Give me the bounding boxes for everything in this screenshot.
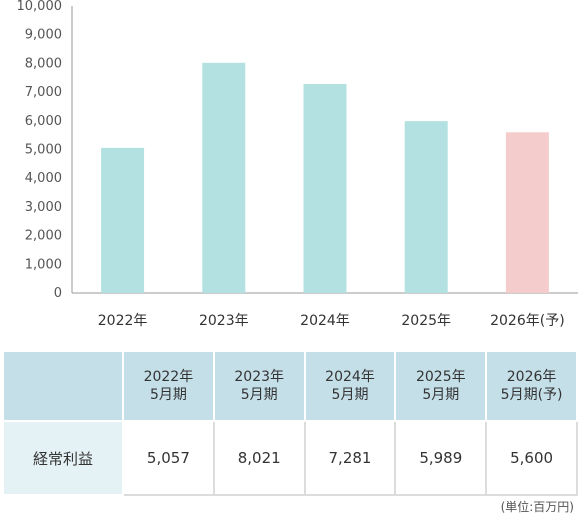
x-category-label: 2023年 [199,313,249,329]
table-header-2023: 2023年 5月期 [212,350,306,422]
row-label: 経常利益 [2,420,124,496]
bar-chart: 0 1,000 2,000 3,000 4,000 5,000 6,000 7,000 8,00… [17,0,578,329]
bar-2022年 [101,147,145,293]
bar-2025年 [404,121,448,294]
header-period: 5月期 [331,387,369,403]
table-header-row: 2022年 5月期 2023年 5月期 2024年 5月期 2025年 5月期 2026… [2,350,578,422]
y-tick-label: 10,000 [17,0,63,14]
y-tick-label: 6,000 [25,114,62,129]
y-tick-label: 1,000 [25,257,62,272]
y-tick-label: 3,000 [25,200,62,215]
bar-2024年 [303,84,347,293]
x-category-label: 2024年 [300,313,350,329]
table-header-2022: 2022年 5月期 [122,350,215,422]
header-period: 5月期 [240,387,278,403]
header-period: 5月期 [422,387,460,403]
y-tick-label: 0 [54,286,62,301]
y-axis-tick-labels: 0 1,000 2,000 3,000 4,000 5,000 6,000 7,000 8,00… [17,0,63,301]
header-period: 5月期 [149,387,187,403]
value-cell-2024: 7,281 [303,420,397,496]
table-corner-cell [2,350,124,422]
y-tick-label: 2,000 [25,229,62,244]
x-category-label: 2025年 [401,313,451,329]
y-tick-label: 8,000 [25,56,62,71]
value-cell-2022: 5,057 [122,420,215,496]
header-year: 2025年 [415,369,466,385]
header-year: 2026年 [506,369,557,385]
bars-group [101,62,549,294]
header-year: 2024年 [325,369,375,385]
table-header-2026: 2026年 5月期(予) [485,350,578,422]
bar-2026年(予) [505,132,549,293]
table-header-2024: 2024年 5月期 [303,350,397,422]
x-category-label: 2022年 [98,313,148,329]
x-category-label: 2026年(予) [490,313,565,329]
y-tick-label: 7,000 [25,85,62,100]
value-cell-2026: 5,600 [485,420,578,496]
table-header-2025: 2025年 5月期 [394,350,488,422]
data-table: 2022年 5月期 2023年 5月期 2024年 5月期 2025年 5月期 2026… [2,350,578,496]
table-row: 経常利益 5,057 8,021 7,281 5,989 5,600 [2,420,578,496]
y-tick-label: 4,000 [25,171,62,186]
header-year: 2023年 [234,369,285,385]
y-tick-label: 5,000 [25,143,62,158]
y-tick-label: 9,000 [25,28,62,43]
x-axis-category-labels: 2022年 2023年 2024年 2025年 2026年(予) [98,313,565,329]
value-cell-2025: 5,989 [394,420,488,496]
header-year: 2022年 [143,369,194,385]
value-cell-2023: 8,021 [212,420,306,496]
header-period: 5月期(予) [500,387,563,403]
unit-note: (単位:百万円) [500,500,574,514]
bar-2023年 [202,62,246,293]
